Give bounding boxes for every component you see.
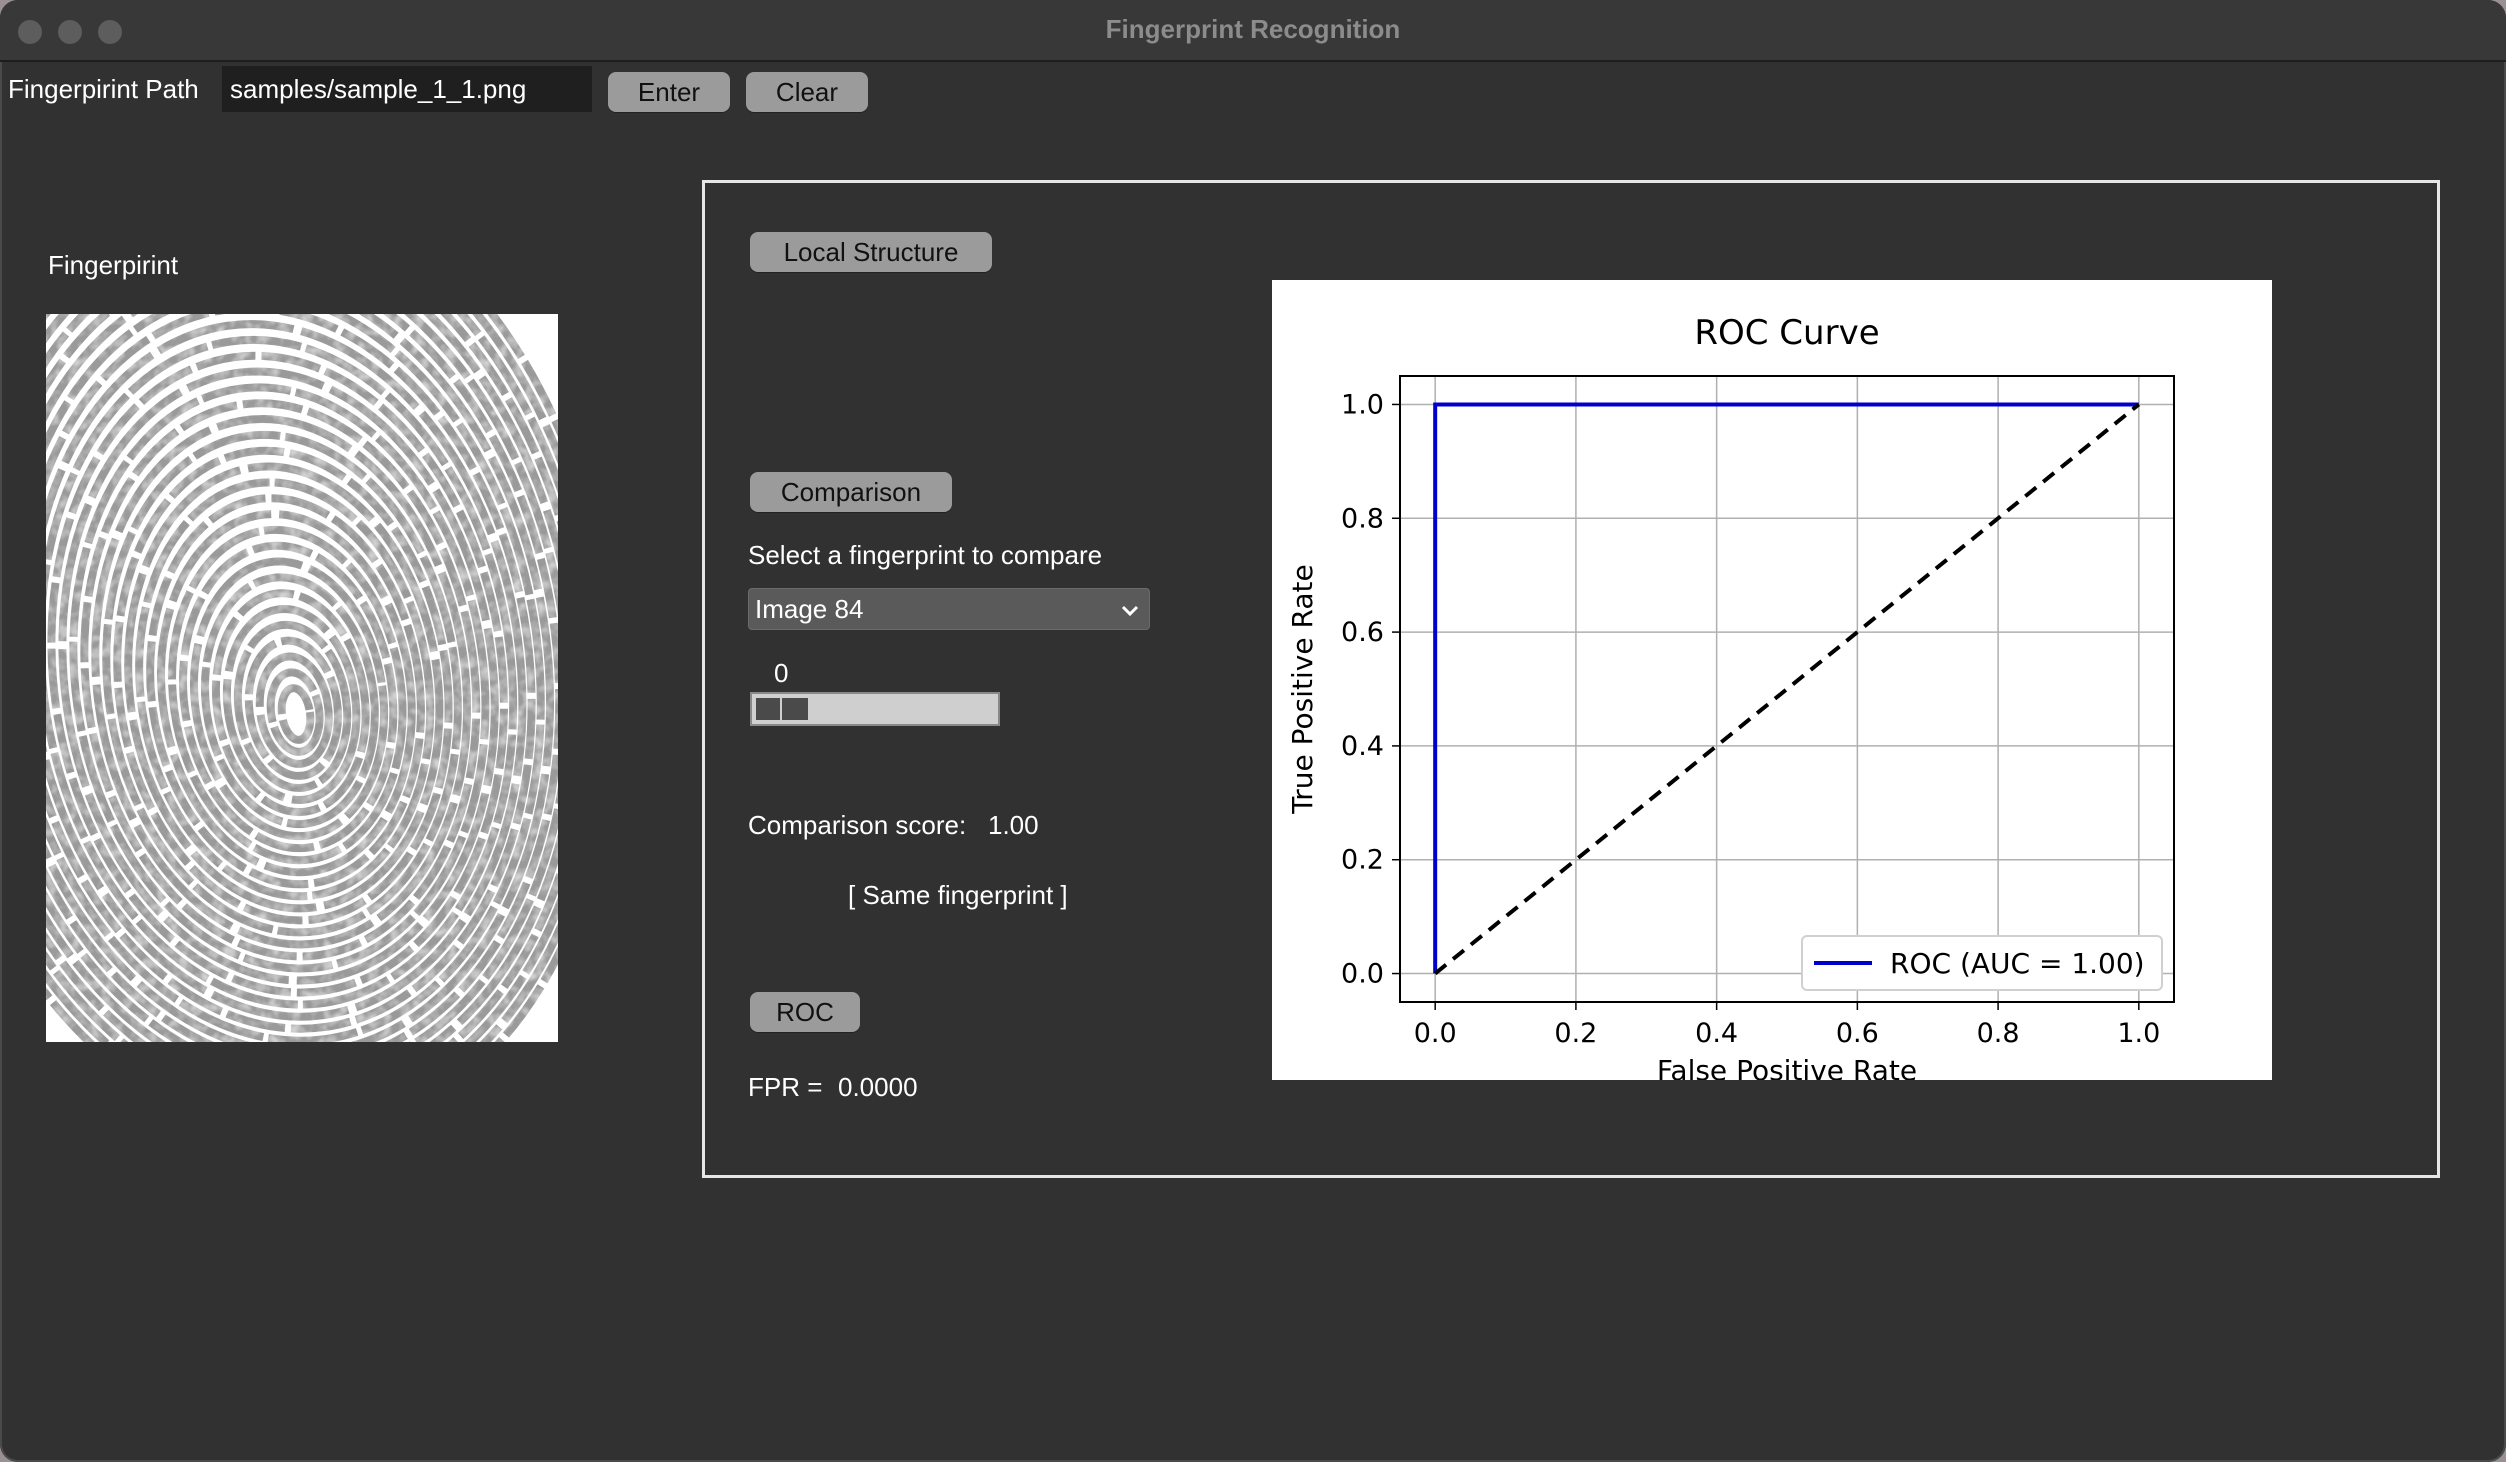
score-label: Comparison score: xyxy=(748,810,967,840)
zoom-window-button[interactable] xyxy=(98,20,122,44)
legend-box xyxy=(1801,935,2163,991)
local-structure-button[interactable]: Local Structure xyxy=(750,232,992,272)
x-axis-label: False Positive Rate xyxy=(1657,1054,1917,1080)
x-tick-label: 0.0 xyxy=(1414,1018,1457,1049)
x-tick-label: 0.4 xyxy=(1695,1018,1738,1049)
x-tick-label: 0.6 xyxy=(1836,1018,1879,1049)
window-title: Fingerprint Recognition xyxy=(1105,14,1401,44)
y-tick-label: 0.4 xyxy=(1341,731,1384,762)
y-tick-label: 0.8 xyxy=(1341,503,1384,534)
minimize-window-button[interactable] xyxy=(58,20,82,44)
y-tick-label: 0.6 xyxy=(1341,617,1384,648)
select-prompt: Select a fingerprint to compare xyxy=(748,540,1103,570)
result-text: [ Same fingerprint ] xyxy=(848,880,1068,910)
fpr-value: 0.0000 xyxy=(838,1072,918,1102)
roc-chart: 0.0 0.2 0.4 0.6 0.8 1.0 0.0 0.2 0.4 0.6 0.8 1.0 ROC … xyxy=(1272,280,2272,1087)
y-tick-label: 0.0 xyxy=(1341,959,1384,990)
y-tick-label: 0.2 xyxy=(1341,845,1384,876)
chevron-down-icon xyxy=(1121,605,1139,617)
fpr-label: FPR = xyxy=(748,1072,823,1102)
chance-diagonal-line xyxy=(1433,402,2141,976)
chart-title: ROC Curve xyxy=(1694,313,1879,353)
select-value: Image 84 xyxy=(755,594,864,624)
close-window-button[interactable] xyxy=(18,20,42,44)
x-tick-label: 0.2 xyxy=(1554,1018,1597,1049)
x-tick-label: 0.8 xyxy=(1977,1018,2020,1049)
fingerprint-label: Fingerpirint xyxy=(48,250,179,280)
analysis-panel xyxy=(702,180,2440,1178)
comparison-slider[interactable] xyxy=(750,692,1000,726)
score-value: 1.00 xyxy=(988,810,1039,840)
slider-handle[interactable] xyxy=(754,696,810,722)
fingerprint-select[interactable]: Image 84 xyxy=(748,588,1150,630)
path-input[interactable] xyxy=(222,66,592,112)
clear-button[interactable]: Clear xyxy=(746,72,868,112)
y-tick-label: 1.0 xyxy=(1341,389,1384,420)
legend-label: ROC (AUC = 1.00) xyxy=(1890,947,2145,980)
roc-button[interactable]: ROC xyxy=(750,992,860,1032)
path-label: Fingerpirint Path xyxy=(8,74,199,104)
enter-button[interactable]: Enter xyxy=(608,72,730,112)
title-bar: Fingerprint Recognition xyxy=(0,0,2506,62)
x-tick-label: 1.0 xyxy=(2117,1018,2160,1049)
y-axis-label: True Positive Rate xyxy=(1286,564,1319,814)
plot-frame xyxy=(1399,375,2175,1003)
fingerprint-image xyxy=(46,314,558,1042)
slider-value: 0 xyxy=(774,658,789,688)
roc-curve-line xyxy=(1433,402,2139,974)
comparison-button[interactable]: Comparison xyxy=(750,472,952,512)
